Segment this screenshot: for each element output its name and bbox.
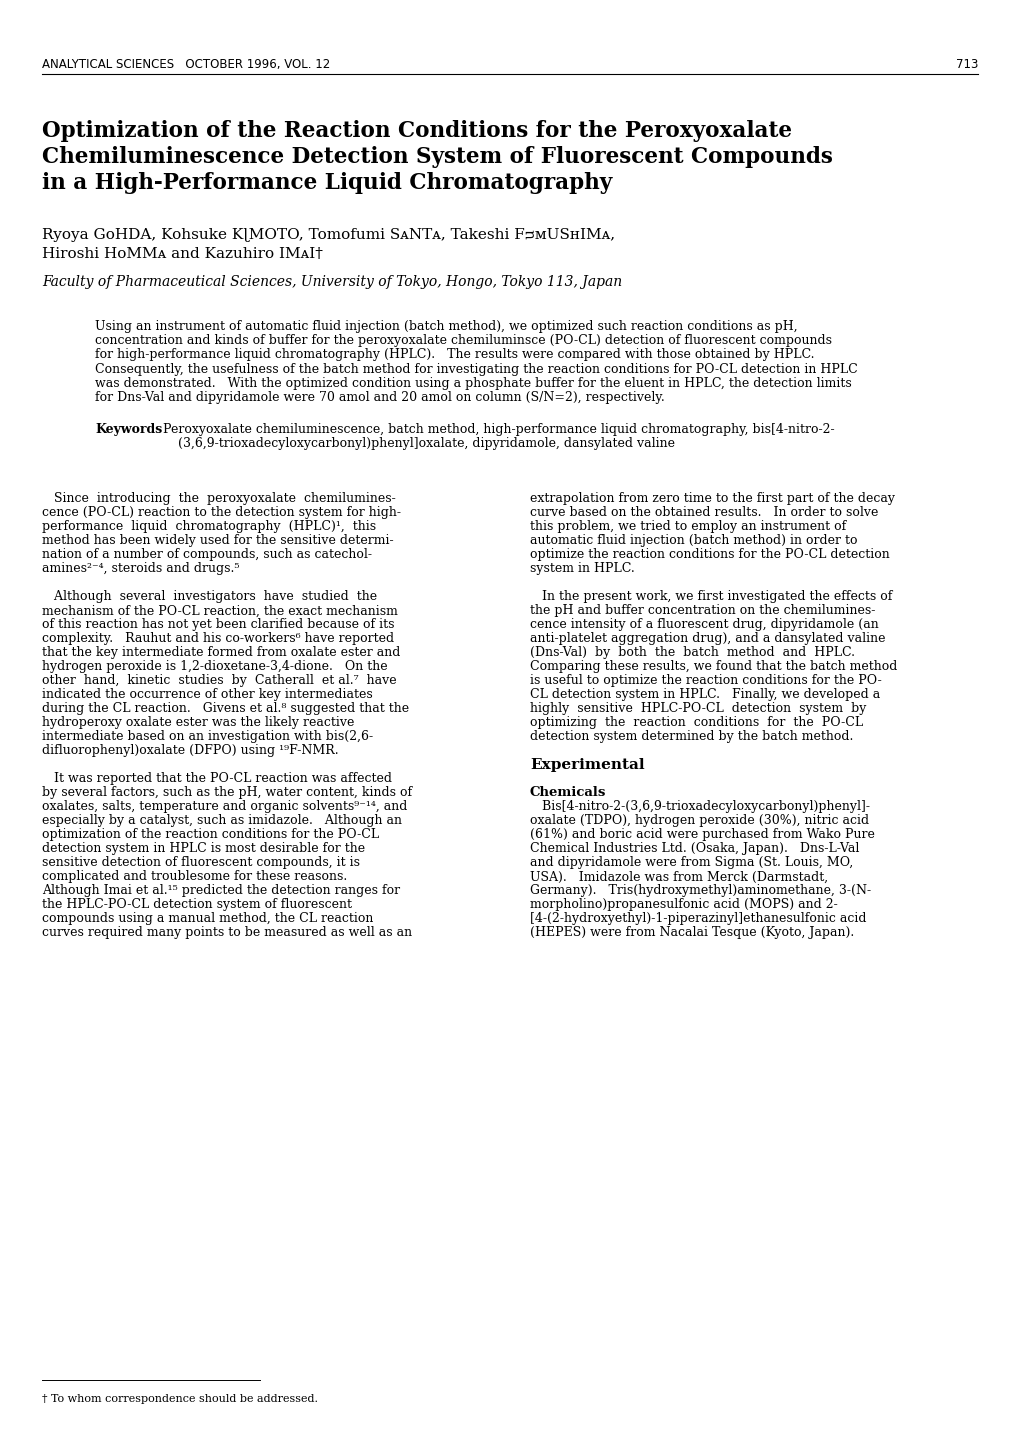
Text: Although  several  investigators  have  studied  the: Although several investigators have stud… (42, 590, 377, 603)
Text: by several factors, such as the pH, water content, kinds of: by several factors, such as the pH, wate… (42, 786, 412, 799)
Text: It was reported that the PO-CL reaction was affected: It was reported that the PO-CL reaction … (42, 772, 391, 785)
Text: hydrogen peroxide is 1,2-dioxetane-3,4-dione.   On the: hydrogen peroxide is 1,2-dioxetane-3,4-d… (42, 661, 387, 674)
Text: was demonstrated.   With the optimized condition using a phosphate buffer for th: was demonstrated. With the optimized con… (95, 377, 851, 390)
Text: highly  sensitive  HPLC-PO-CL  detection  system  by: highly sensitive HPLC-PO-CL detection sy… (530, 703, 865, 716)
Text: that the key intermediate formed from oxalate ester and: that the key intermediate formed from ox… (42, 646, 400, 659)
Text: especially by a catalyst, such as imidazole.   Although an: especially by a catalyst, such as imidaz… (42, 814, 401, 827)
Text: sensitive detection of fluorescent compounds, it is: sensitive detection of fluorescent compo… (42, 856, 360, 869)
Text: mechanism of the PO-CL reaction, the exact mechanism: mechanism of the PO-CL reaction, the exa… (42, 605, 397, 618)
Text: (Dns-Val)  by  both  the  batch  method  and  HPLC.: (Dns-Val) by both the batch method and H… (530, 646, 854, 659)
Text: oxalates, salts, temperature and organic solvents⁹⁻¹⁴, and: oxalates, salts, temperature and organic… (42, 801, 407, 814)
Text: Optimization of the Reaction Conditions for the Peroxyoxalate: Optimization of the Reaction Conditions … (42, 120, 791, 141)
Text: difluorophenyl)oxalate (DFPO) using ¹⁹F-NMR.: difluorophenyl)oxalate (DFPO) using ¹⁹F-… (42, 745, 338, 758)
Text: Hiroshi HᴏMMᴀ and Kazuhiro IMᴀI†: Hiroshi HᴏMMᴀ and Kazuhiro IMᴀI† (42, 247, 323, 261)
Text: (HEPES) were from Nacalai Tesque (Kyoto, Japan).: (HEPES) were from Nacalai Tesque (Kyoto,… (530, 926, 854, 939)
Text: method has been widely used for the sensitive determi-: method has been widely used for the sens… (42, 534, 393, 547)
Text: Faculty of Pharmaceutical Sciences, University of Tokyo, Hongo, Tokyo 113, Japan: Faculty of Pharmaceutical Sciences, Univ… (42, 276, 622, 289)
Text: Bis[4-nitro-2-(3,6,9-trioxadecyloxycarbonyl)phenyl]-: Bis[4-nitro-2-(3,6,9-trioxadecyloxycarbo… (530, 801, 869, 814)
Text: complicated and troublesome for these reasons.: complicated and troublesome for these re… (42, 870, 346, 883)
Text: amines²⁻⁴, steroids and drugs.⁵: amines²⁻⁴, steroids and drugs.⁵ (42, 563, 239, 576)
Text: Peroxyoxalate chemiluminescence, batch method, high-performance liquid chromatog: Peroxyoxalate chemiluminescence, batch m… (163, 423, 834, 436)
Text: during the CL reaction.   Givens et al.⁸ suggested that the: during the CL reaction. Givens et al.⁸ s… (42, 703, 409, 716)
Text: the pH and buffer concentration on the chemilumines-: the pH and buffer concentration on the c… (530, 605, 874, 618)
Text: curve based on the obtained results.   In order to solve: curve based on the obtained results. In … (530, 506, 877, 519)
Text: system in HPLC.: system in HPLC. (530, 563, 634, 576)
Text: complexity.   Rauhut and his co-workers⁶ have reported: complexity. Rauhut and his co-workers⁶ h… (42, 632, 393, 645)
Text: optimization of the reaction conditions for the PO-CL: optimization of the reaction conditions … (42, 828, 379, 841)
Text: for high-performance liquid chromatography (HPLC).   The results were compared w: for high-performance liquid chromatograp… (95, 348, 814, 361)
Text: Germany).   Tris(hydroxymethyl)aminomethane, 3-(N-: Germany). Tris(hydroxymethyl)aminomethan… (530, 885, 870, 898)
Text: oxalate (TDPO), hydrogen peroxide (30%), nitric acid: oxalate (TDPO), hydrogen peroxide (30%),… (530, 814, 868, 827)
Text: curves required many points to be measured as well as an: curves required many points to be measur… (42, 926, 412, 939)
Text: USA).   Imidazole was from Merck (Darmstadt,: USA). Imidazole was from Merck (Darmstad… (530, 870, 827, 883)
Text: the HPLC-PO-CL detection system of fluorescent: the HPLC-PO-CL detection system of fluor… (42, 899, 352, 912)
Text: Since  introducing  the  peroxyoxalate  chemilumines-: Since introducing the peroxyoxalate chem… (42, 492, 395, 505)
Text: Although Imai et al.¹⁵ predicted the detection ranges for: Although Imai et al.¹⁵ predicted the det… (42, 885, 399, 898)
Text: Comparing these results, we found that the batch method: Comparing these results, we found that t… (530, 661, 897, 674)
Text: Using an instrument of automatic fluid injection (batch method), we optimized su: Using an instrument of automatic fluid i… (95, 320, 797, 333)
Text: cence (PO-CL) reaction to the detection system for high-: cence (PO-CL) reaction to the detection … (42, 506, 400, 519)
Text: detection system in HPLC is most desirable for the: detection system in HPLC is most desirab… (42, 843, 365, 856)
Text: 713: 713 (955, 58, 977, 71)
Text: In the present work, we first investigated the effects of: In the present work, we first investigat… (530, 590, 892, 603)
Text: Experimental: Experimental (530, 759, 644, 772)
Text: intermediate based on an investigation with bis(2,6-: intermediate based on an investigation w… (42, 730, 373, 743)
Text: indicated the occurrence of other key intermediates: indicated the occurrence of other key in… (42, 688, 372, 701)
Text: performance  liquid  chromatography  (HPLC)¹,  this: performance liquid chromatography (HPLC)… (42, 521, 376, 534)
Text: other  hand,  kinetic  studies  by  Catherall  et al.⁷  have: other hand, kinetic studies by Catherall… (42, 674, 396, 687)
Text: nation of a number of compounds, such as catechol-: nation of a number of compounds, such as… (42, 548, 372, 561)
Text: hydroperoxy oxalate ester was the likely reactive: hydroperoxy oxalate ester was the likely… (42, 716, 354, 729)
Text: optimize the reaction conditions for the PO-CL detection: optimize the reaction conditions for the… (530, 548, 889, 561)
Text: cence intensity of a fluorescent drug, dipyridamole (an: cence intensity of a fluorescent drug, d… (530, 619, 878, 632)
Text: morpholino)propanesulfonic acid (MOPS) and 2-: morpholino)propanesulfonic acid (MOPS) a… (530, 899, 837, 912)
Text: [4-(2-hydroxyethyl)-1-piperazinyl]ethanesulfonic acid: [4-(2-hydroxyethyl)-1-piperazinyl]ethane… (530, 912, 866, 925)
Text: † To whom correspondence should be addressed.: † To whom correspondence should be addre… (42, 1394, 318, 1404)
Text: Ryoya GᴏHDA, Kohsuke KɭMOTO, Tomofumi SᴀNTᴀ, Takeshi FᴝᴍUSʜIMᴀ,: Ryoya GᴏHDA, Kohsuke KɭMOTO, Tomofumi Sᴀ… (42, 228, 614, 242)
Text: (61%) and boric acid were purchased from Wako Pure: (61%) and boric acid were purchased from… (530, 828, 874, 841)
Text: concentration and kinds of buffer for the peroxyoxalate chemiluminsce (PO-CL) de: concentration and kinds of buffer for th… (95, 335, 832, 348)
Text: optimizing  the  reaction  conditions  for  the  PO-CL: optimizing the reaction conditions for t… (530, 716, 862, 729)
Text: Chemiluminescence Detection System of Fluorescent Compounds: Chemiluminescence Detection System of Fl… (42, 146, 833, 167)
Text: Consequently, the usefulness of the batch method for investigating the reaction : Consequently, the usefulness of the batc… (95, 362, 857, 375)
Text: ANALYTICAL SCIENCES   OCTOBER 1996, VOL. 12: ANALYTICAL SCIENCES OCTOBER 1996, VOL. 1… (42, 58, 330, 71)
Text: compounds using a manual method, the CL reaction: compounds using a manual method, the CL … (42, 912, 373, 925)
Text: detection system determined by the batch method.: detection system determined by the batch… (530, 730, 853, 743)
Text: is useful to optimize the reaction conditions for the PO-: is useful to optimize the reaction condi… (530, 674, 880, 687)
Text: anti-platelet aggregation drug), and a dansylated valine: anti-platelet aggregation drug), and a d… (530, 632, 884, 645)
Text: Chemicals: Chemicals (530, 786, 605, 799)
Text: Keywords: Keywords (95, 423, 162, 436)
Text: of this reaction has not yet been clarified because of its: of this reaction has not yet been clarif… (42, 619, 394, 632)
Text: (3,6,9-trioxadecyloxycarbonyl)phenyl]oxalate, dipyridamole, dansylated valine: (3,6,9-trioxadecyloxycarbonyl)phenyl]oxa… (178, 437, 675, 450)
Text: in a High-Performance Liquid Chromatography: in a High-Performance Liquid Chromatogra… (42, 172, 611, 193)
Text: and dipyridamole were from Sigma (St. Louis, MO,: and dipyridamole were from Sigma (St. Lo… (530, 856, 853, 869)
Text: this problem, we tried to employ an instrument of: this problem, we tried to employ an inst… (530, 521, 846, 534)
Text: for Dns-Val and dipyridamole were 70 amol and 20 amol on column (S/N=2), respect: for Dns-Val and dipyridamole were 70 amo… (95, 391, 664, 404)
Text: CL detection system in HPLC.   Finally, we developed a: CL detection system in HPLC. Finally, we… (530, 688, 879, 701)
Text: automatic fluid injection (batch method) in order to: automatic fluid injection (batch method)… (530, 534, 857, 547)
Text: extrapolation from zero time to the first part of the decay: extrapolation from zero time to the firs… (530, 492, 894, 505)
Text: Chemical Industries Ltd. (Osaka, Japan).   Dns-L-Val: Chemical Industries Ltd. (Osaka, Japan).… (530, 843, 859, 856)
